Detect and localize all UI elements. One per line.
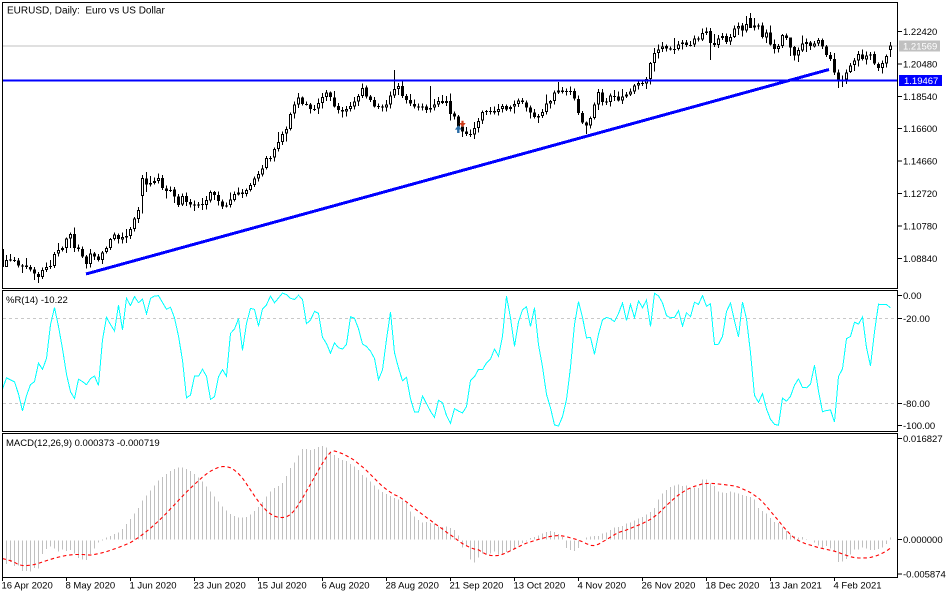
svg-text:1.08840: 1.08840	[903, 254, 937, 265]
svg-text:1.20480: 1.20480	[903, 59, 937, 70]
svg-text:1.22420: 1.22420	[903, 27, 937, 38]
svg-text:8 May 2020: 8 May 2020	[66, 581, 116, 592]
svg-text:1.10780: 1.10780	[903, 221, 937, 232]
svg-text:0.000000: 0.000000	[903, 535, 943, 546]
svg-text:1.21569: 1.21569	[903, 42, 937, 53]
svg-text:MACD(12,26,9) 0.000373 -0.0007: MACD(12,26,9) 0.000373 -0.000719	[6, 438, 160, 449]
svg-text:EURUSD, Daily: Euro vs US Dol: EURUSD, Daily: Euro vs US Dollar	[7, 6, 165, 17]
svg-text:6 Aug 2020: 6 Aug 2020	[322, 581, 370, 592]
svg-text:-100.00: -100.00	[903, 421, 935, 432]
svg-text:-0.005874: -0.005874	[903, 569, 946, 580]
svg-text:18 Dec 2020: 18 Dec 2020	[706, 581, 760, 592]
svg-text:-80.00: -80.00	[903, 399, 930, 410]
svg-text:%R(14) -10.22: %R(14) -10.22	[6, 295, 68, 306]
svg-text:28 Aug 2020: 28 Aug 2020	[386, 581, 439, 592]
svg-text:1 Jun 2020: 1 Jun 2020	[130, 581, 177, 592]
svg-text:26 Nov 2020: 26 Nov 2020	[642, 581, 696, 592]
svg-text:0.00: 0.00	[903, 291, 922, 302]
svg-text:1.16600: 1.16600	[903, 124, 937, 135]
svg-text:15 Jul 2020: 15 Jul 2020	[258, 581, 307, 592]
svg-text:21 Sep 2020: 21 Sep 2020	[450, 581, 504, 592]
svg-text:0.016827: 0.016827	[903, 434, 943, 445]
svg-text:4 Feb 2021: 4 Feb 2021	[834, 581, 882, 592]
svg-text:1.14660: 1.14660	[903, 157, 937, 168]
svg-text:1.12720: 1.12720	[903, 189, 937, 200]
svg-text:-20.00: -20.00	[903, 314, 930, 325]
svg-text:16 Apr 2020: 16 Apr 2020	[2, 581, 53, 592]
svg-text:13 Jan 2021: 13 Jan 2021	[770, 581, 822, 592]
svg-text:4 Nov 2020: 4 Nov 2020	[578, 581, 627, 592]
svg-text:13 Oct 2020: 13 Oct 2020	[514, 581, 566, 592]
svg-text:1.18540: 1.18540	[903, 92, 937, 103]
svg-text:1.19467: 1.19467	[904, 76, 938, 87]
svg-text:23 Jun 2020: 23 Jun 2020	[194, 581, 246, 592]
